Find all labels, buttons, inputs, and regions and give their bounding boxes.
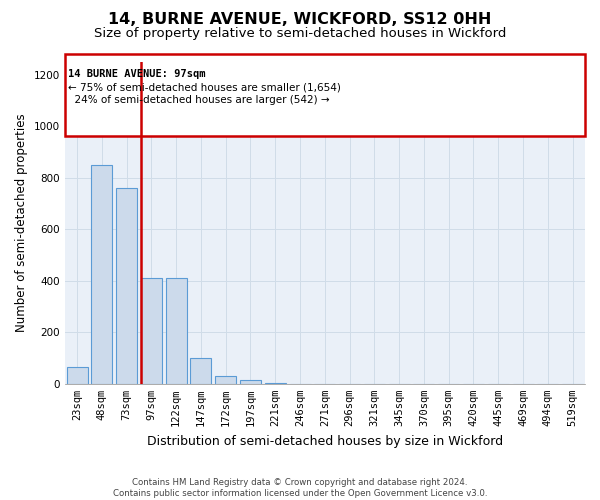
- Y-axis label: Number of semi-detached properties: Number of semi-detached properties: [15, 114, 28, 332]
- Bar: [190, 358, 211, 384]
- Bar: [215, 376, 236, 384]
- X-axis label: Distribution of semi-detached houses by size in Wickford: Distribution of semi-detached houses by …: [147, 434, 503, 448]
- Text: 14, BURNE AVENUE, WICKFORD, SS12 0HH: 14, BURNE AVENUE, WICKFORD, SS12 0HH: [109, 12, 491, 28]
- Bar: [240, 380, 261, 384]
- Bar: [116, 188, 137, 384]
- Text: ← 75% of semi-detached houses are smaller (1,654): ← 75% of semi-detached houses are smalle…: [68, 82, 341, 92]
- Text: 24% of semi-detached houses are larger (542) →: 24% of semi-detached houses are larger (…: [68, 95, 330, 105]
- Bar: [166, 278, 187, 384]
- Text: 14 BURNE AVENUE: 97sqm: 14 BURNE AVENUE: 97sqm: [68, 70, 206, 80]
- Text: Contains HM Land Registry data © Crown copyright and database right 2024.
Contai: Contains HM Land Registry data © Crown c…: [113, 478, 487, 498]
- Bar: [91, 165, 112, 384]
- Bar: [141, 278, 162, 384]
- Bar: [65, 54, 585, 136]
- Text: Size of property relative to semi-detached houses in Wickford: Size of property relative to semi-detach…: [94, 28, 506, 40]
- Bar: [67, 367, 88, 384]
